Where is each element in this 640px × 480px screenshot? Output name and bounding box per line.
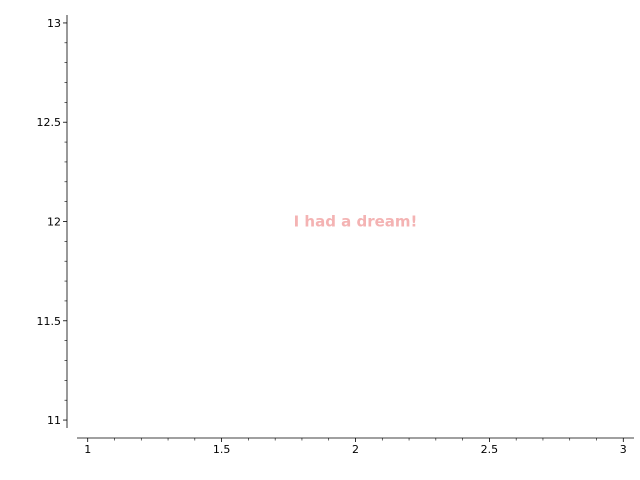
y-axis-ticks: 11 11.5 12 12.5 13 xyxy=(37,17,67,427)
y-tick-label: 12 xyxy=(47,216,61,229)
x-tick-label: 1 xyxy=(84,443,91,456)
y-tick-label: 11.5 xyxy=(37,315,62,328)
x-tick-label: 1.5 xyxy=(213,443,231,456)
x-tick-label: 2.5 xyxy=(481,443,499,456)
x-tick-label: 3 xyxy=(620,443,627,456)
y-tick-label: 12.5 xyxy=(37,116,62,129)
x-tick-label: 2 xyxy=(352,443,359,456)
annotation-text: I had a dream! xyxy=(294,213,418,231)
chart-annotations: I had a dream! xyxy=(294,213,418,231)
y-tick-label: 11 xyxy=(47,414,61,427)
y-tick-label: 13 xyxy=(47,17,61,30)
x-axis-ticks: 1 1.5 2 2.5 3 xyxy=(84,438,627,456)
